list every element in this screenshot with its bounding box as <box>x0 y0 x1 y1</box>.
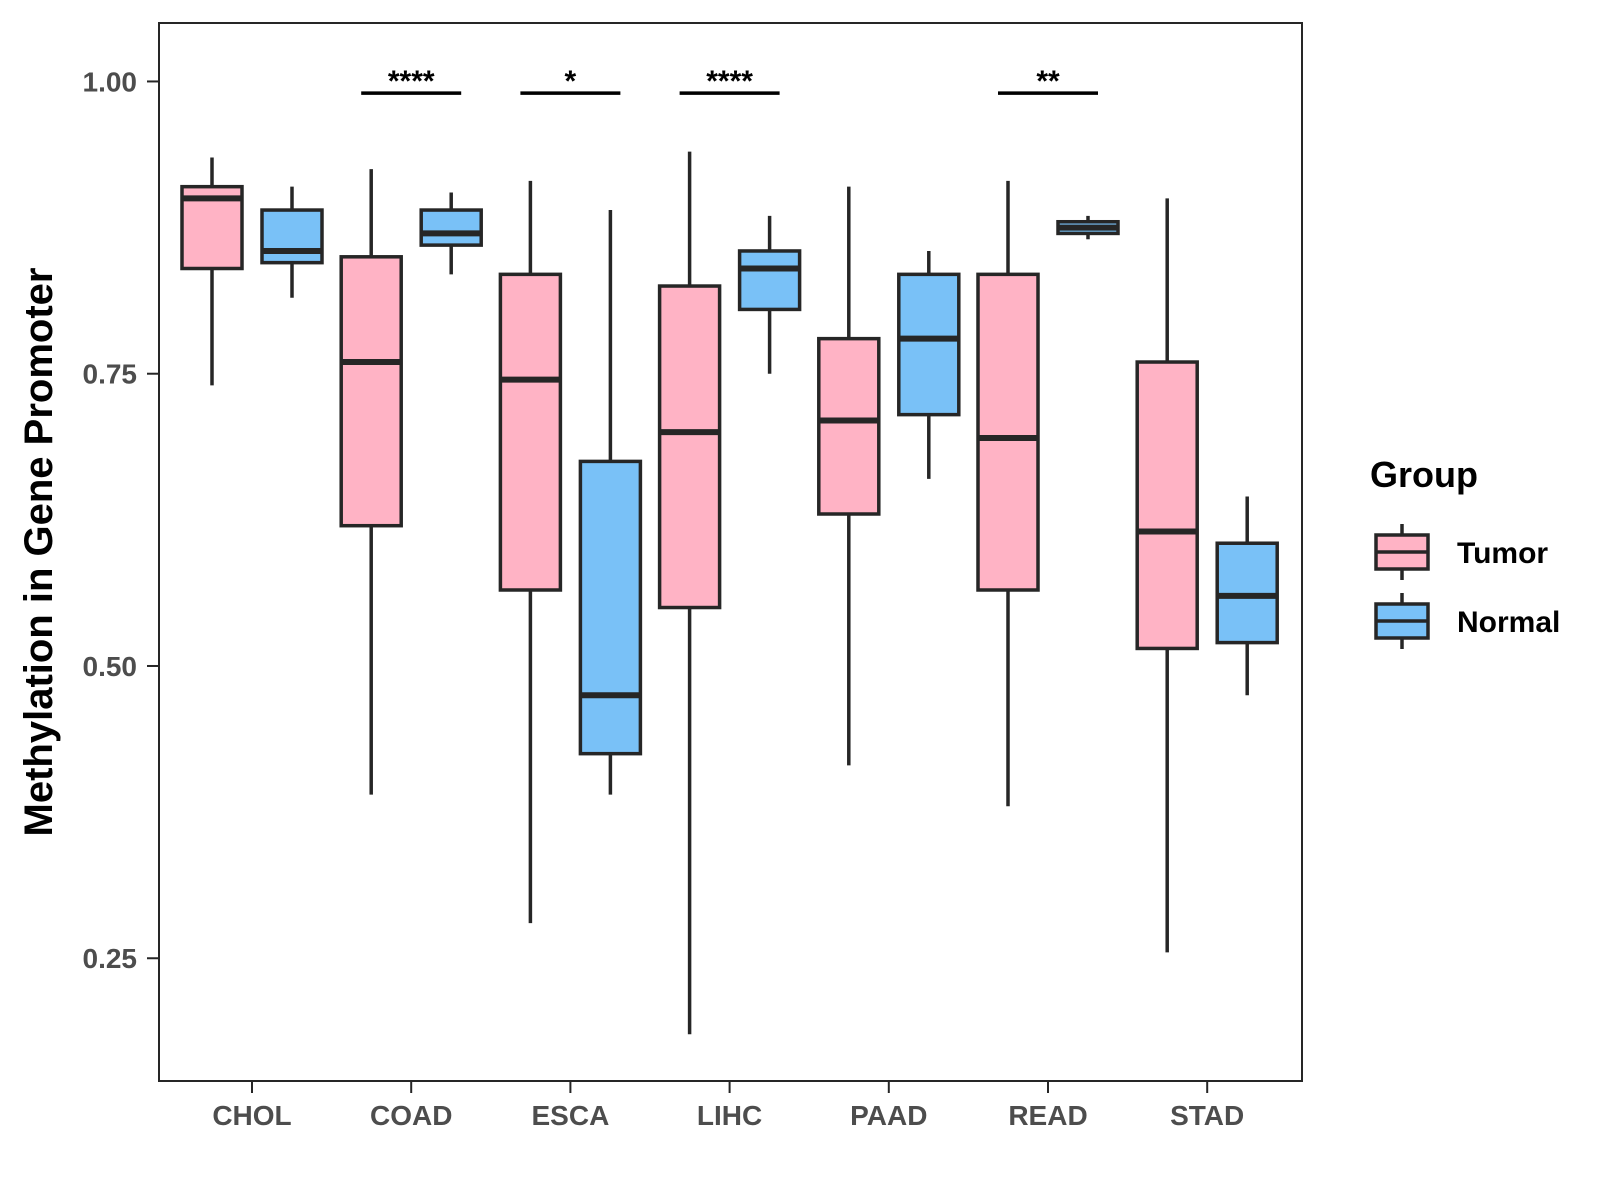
legend: Group Tumor Normal <box>1370 454 1560 649</box>
box-tumor-chol <box>180 157 244 386</box>
x-tick-label: STAD <box>1170 1100 1244 1131</box>
box-tumor-read <box>976 180 1040 807</box>
x-tick-label: COAD <box>370 1100 452 1131</box>
box-body <box>817 336 881 516</box>
significance-label: * <box>565 65 577 98</box>
box-body <box>1135 360 1199 651</box>
x-tick-label: CHOL <box>212 1100 291 1131</box>
significance-annotations: **** * **** ** <box>361 65 1098 98</box>
significance-label: ** <box>1036 65 1060 98</box>
box-tumor-coad <box>339 169 403 795</box>
box-normal-lihc <box>737 215 802 374</box>
box-normal-paad <box>897 250 961 479</box>
x-tick-label: LIHC <box>697 1100 762 1131</box>
box-body <box>737 249 802 312</box>
box-body <box>657 284 722 610</box>
box-normal-chol <box>260 186 324 298</box>
box-normal-coad <box>419 192 483 275</box>
box-body <box>498 272 563 592</box>
x-axis: CHOL COAD ESCA LIHC PAAD READ STAD <box>212 1081 1244 1131</box>
box-normal-read <box>1056 215 1120 240</box>
box-tumor-paad <box>817 186 881 766</box>
box-tumor-esca <box>498 180 563 924</box>
y-tick-label: 0.75 <box>83 359 138 390</box>
box-body <box>419 208 483 247</box>
x-tick-label: PAAD <box>850 1100 927 1131</box>
box-series <box>180 151 1279 1035</box>
legend-item-tumor: Tumor <box>1374 524 1548 580</box>
legend-item-normal: Normal <box>1374 593 1560 649</box>
y-axis: 0.25 0.50 0.75 1.00 <box>83 66 159 974</box>
legend-label: Tumor <box>1457 537 1548 570</box>
y-tick-label: 0.50 <box>83 651 138 682</box>
y-tick-label: 0.25 <box>83 943 138 974</box>
y-tick-label: 1.00 <box>83 66 138 97</box>
box-body <box>578 459 643 756</box>
y-axis-title: Methylation in Gene Promoter <box>17 268 61 837</box>
x-tick-label: ESCA <box>532 1100 610 1131</box>
plot-panel <box>158 22 1303 1082</box>
box-tumor-stad <box>1135 198 1199 953</box>
box-normal-stad <box>1215 496 1279 696</box>
significance-label: **** <box>706 65 753 98</box>
legend-title: Group <box>1370 454 1478 495</box>
significance-label: **** <box>388 65 435 98</box>
box-normal-esca <box>578 210 643 795</box>
box-body <box>976 272 1040 592</box>
x-tick-label: READ <box>1008 1100 1087 1131</box>
box-tumor-lihc <box>657 151 722 1035</box>
box-body <box>260 208 324 265</box>
box-body <box>897 272 961 417</box>
legend-label: Normal <box>1457 606 1560 639</box>
box-body <box>339 255 403 528</box>
